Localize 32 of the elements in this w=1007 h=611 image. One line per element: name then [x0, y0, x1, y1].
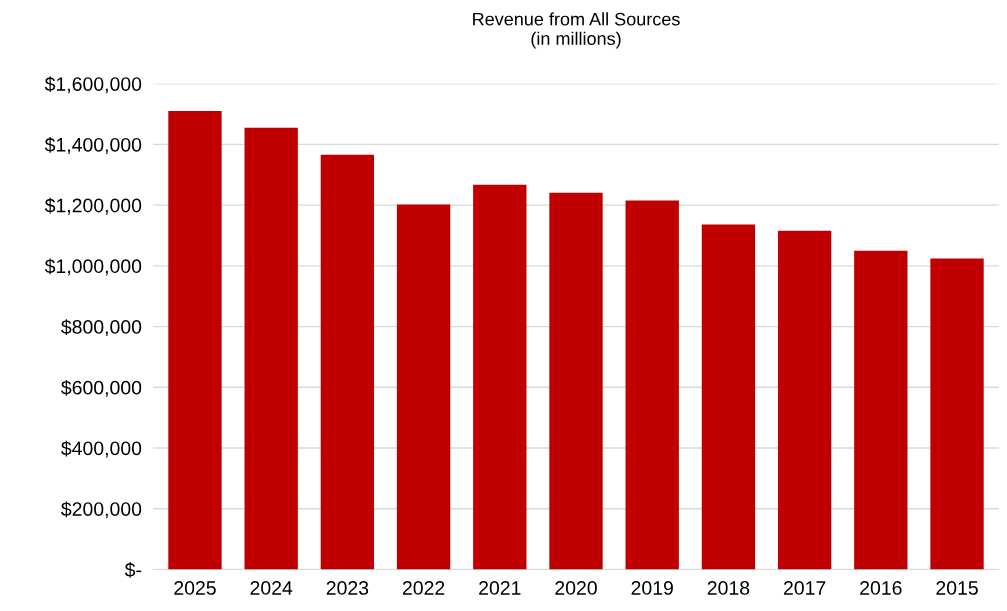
bar	[168, 111, 222, 570]
x-tick-label: 2018	[707, 581, 750, 595]
y-tick-label: $1,600,000	[44, 76, 142, 94]
x-tick-label: 2016	[860, 581, 902, 595]
y-tick-label: $1,400,000	[44, 137, 142, 154]
x-tick-label: 2025	[174, 581, 216, 595]
bar	[625, 200, 679, 570]
bar	[320, 154, 375, 570]
bar	[549, 192, 603, 570]
bar	[701, 224, 756, 570]
bar	[854, 250, 908, 570]
x-tick-label: 2020	[555, 581, 597, 595]
y-tick-label: $1,200,000	[44, 197, 142, 215]
chart-title: Revenue from All Sources (in millions)	[473, 12, 680, 49]
y-tick-label: $1,000,000	[44, 258, 142, 276]
x-tick-label: 2017	[783, 581, 826, 595]
y-tick-label: $-	[124, 562, 142, 578]
bar	[930, 258, 984, 570]
bar	[244, 127, 298, 570]
y-tick-label: $800,000	[61, 319, 142, 337]
bar	[396, 204, 451, 570]
bar	[777, 230, 832, 570]
x-tick-label: 2024	[250, 581, 293, 595]
x-tick-label: 2019	[631, 581, 673, 595]
y-tick-label: $600,000	[61, 379, 142, 397]
x-tick-label: 2022	[402, 581, 445, 595]
y-tick-label: $200,000	[61, 501, 142, 519]
x-tick-label: 2023	[326, 581, 369, 595]
y-tick-label: $400,000	[61, 440, 142, 458]
bar	[473, 184, 527, 570]
x-tick-label: 2015	[936, 581, 978, 595]
x-tick-label: 2021	[479, 581, 521, 595]
